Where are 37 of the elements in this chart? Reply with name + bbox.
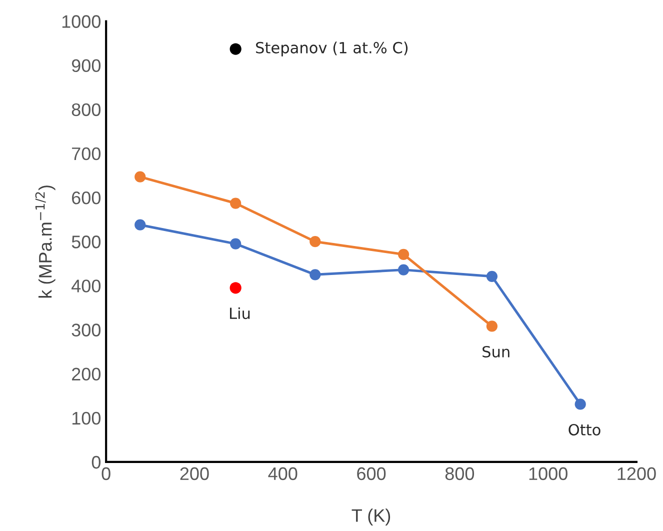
point bbox=[230, 282, 242, 294]
series-label: Stepanov (1 at.% C) bbox=[256, 42, 408, 56]
x-tick-label: 1200 bbox=[618, 467, 656, 480]
y-tick-label: 1000 bbox=[62, 15, 101, 28]
point bbox=[230, 238, 242, 250]
point bbox=[230, 198, 242, 209]
point bbox=[134, 171, 146, 182]
x-tick-label: 1000 bbox=[529, 467, 568, 480]
point bbox=[134, 219, 146, 230]
point bbox=[486, 270, 498, 282]
x-tick-label: 800 bbox=[445, 467, 474, 480]
x-tick-label: 400 bbox=[268, 467, 298, 480]
y-tick-label: 900 bbox=[72, 59, 101, 72]
series-label: Otto bbox=[568, 424, 600, 436]
x-tick-label: 600 bbox=[357, 467, 386, 480]
x-tick-label: 200 bbox=[180, 467, 209, 480]
y-tick-label: 400 bbox=[72, 280, 101, 292]
point bbox=[574, 398, 586, 410]
point bbox=[310, 236, 321, 248]
point bbox=[486, 320, 498, 332]
y-tick-label: 700 bbox=[72, 147, 101, 160]
y-tick-label: 800 bbox=[72, 103, 101, 116]
point bbox=[398, 264, 410, 276]
point bbox=[230, 43, 242, 55]
series-label: Sun bbox=[482, 346, 510, 358]
x-tick-label: 0 bbox=[102, 467, 110, 480]
y-tick-label: 600 bbox=[72, 191, 101, 204]
y-tick-label: 0 bbox=[92, 456, 101, 469]
y-tick-label: 200 bbox=[72, 368, 101, 381]
y-tick-label: 300 bbox=[72, 324, 101, 336]
point bbox=[398, 248, 410, 260]
y-tick-label: 500 bbox=[72, 236, 101, 248]
y-axis-title: k (MPa.m$^{−1/2}$) bbox=[35, 186, 56, 298]
y-tick-label: 100 bbox=[72, 412, 101, 425]
point bbox=[310, 269, 321, 280]
x-axis-title: T (K) bbox=[352, 508, 390, 526]
series-label: Liu bbox=[230, 307, 250, 320]
